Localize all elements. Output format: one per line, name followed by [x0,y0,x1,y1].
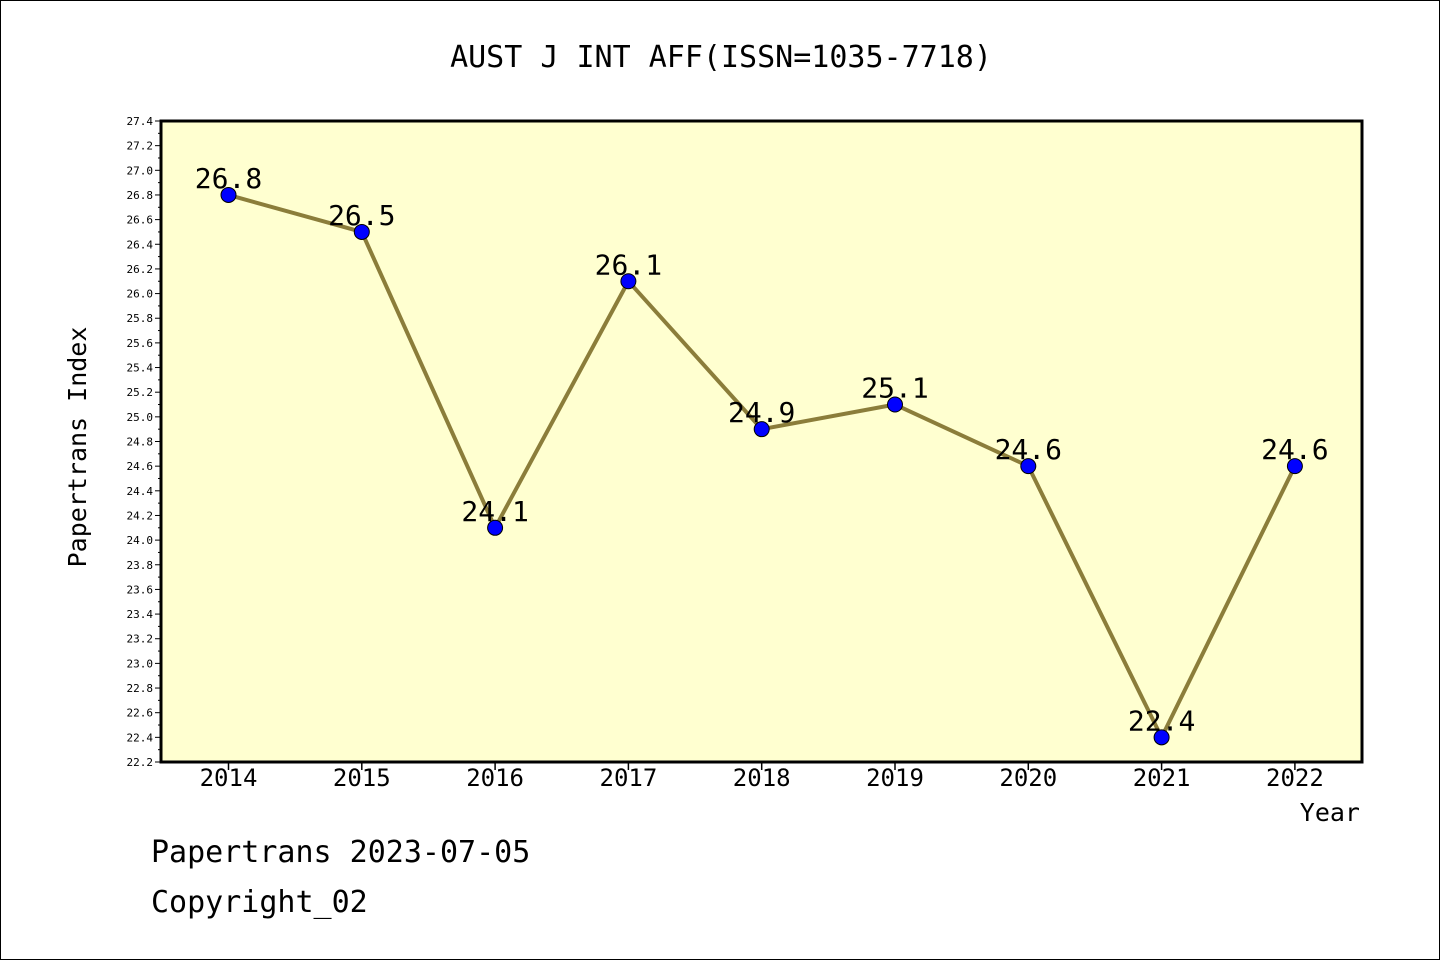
y-tick-label: 23.4 [127,608,154,621]
y-axis: 22.2 22.4 22.6 22.8 23.0 23.2 23.4 23.6 23.8 24.0… [127,115,161,769]
x-tick-label: 2016 [466,764,524,792]
y-tick-label: 22.4 [127,731,154,744]
y-axis-title: Papertrans Index [63,327,92,568]
y-tick-label: 25.2 [127,386,154,399]
y-tick-label: 24.6 [127,460,154,473]
data-label: 24.6 [1261,433,1328,466]
data-point [1020,458,1037,475]
y-tick-label: 27.0 [127,164,154,177]
y-tick-label: 24.8 [127,436,154,449]
x-tick-label: 2017 [600,764,658,792]
data-label: 24.9 [728,396,795,429]
y-tick-label: 26.0 [127,288,154,301]
y-tick-label: 25.6 [127,337,154,350]
y-tick-label: 26.2 [127,263,154,276]
data-point [220,186,237,203]
y-tick-label: 26.8 [127,189,154,202]
y-tick-label: 23.8 [127,559,154,572]
data-label: 26.1 [595,248,662,281]
data-point [620,273,637,290]
data-point [1286,458,1303,475]
x-tick-label: 2014 [200,764,258,792]
data-point [887,396,903,413]
data-label: 24.6 [995,433,1062,466]
data-label: 26.5 [328,199,395,232]
x-axis: 2014 2015 2016 2017 2018 2019 2020 2021 2022 [200,762,1324,792]
y-tick-label: 27.2 [127,140,154,153]
x-tick-label: 2021 [1133,764,1191,792]
data-label: 24.1 [461,495,528,528]
footer-copyright: Copyright_02 [151,885,368,920]
y-tick-label: 25.4 [127,362,154,375]
data-point [753,421,770,438]
x-tick-label: 2015 [333,764,391,792]
x-tick-label: 2022 [1266,764,1324,792]
y-tick-label: 24.0 [127,534,154,547]
y-tick-label: 23.6 [127,583,154,596]
x-tick-label: 2020 [999,764,1057,792]
data-point [353,223,370,240]
y-tick-label: 25.0 [127,411,154,424]
data-point [487,519,504,536]
footer-date: Papertrans 2023-07-05 [151,835,531,870]
y-tick-label: 26.4 [127,238,154,251]
y-tick-label: 24.2 [127,509,154,522]
data-point [1153,729,1170,746]
y-tick-label: 22.2 [127,756,154,769]
data-label: 26.8 [195,162,262,195]
data-labels: 26.8 26.5 24.1 26.1 24.9 25.1 24.6 22.4 24.6 [195,162,1329,737]
data-label: 25.1 [861,372,928,405]
y-tick-label: 27.4 [127,115,154,128]
y-tick-label: 26.6 [127,214,154,227]
data-label: 22.4 [1128,704,1195,737]
chart-title: AUST J INT AFF(ISSN=1035-7718) [450,40,992,75]
x-tick-label: 2018 [733,764,791,792]
y-tick-label: 24.4 [127,485,154,498]
series-layer [220,186,1303,746]
y-tick-label: 23.2 [127,633,154,646]
y-tick-label: 22.6 [127,707,154,720]
x-axis-title: Year [1300,798,1360,827]
y-tick-label: 23.0 [127,657,154,670]
y-tick-label: 22.8 [127,682,154,695]
y-tick-label: 25.8 [127,312,154,325]
x-tick-label: 2019 [866,764,924,792]
